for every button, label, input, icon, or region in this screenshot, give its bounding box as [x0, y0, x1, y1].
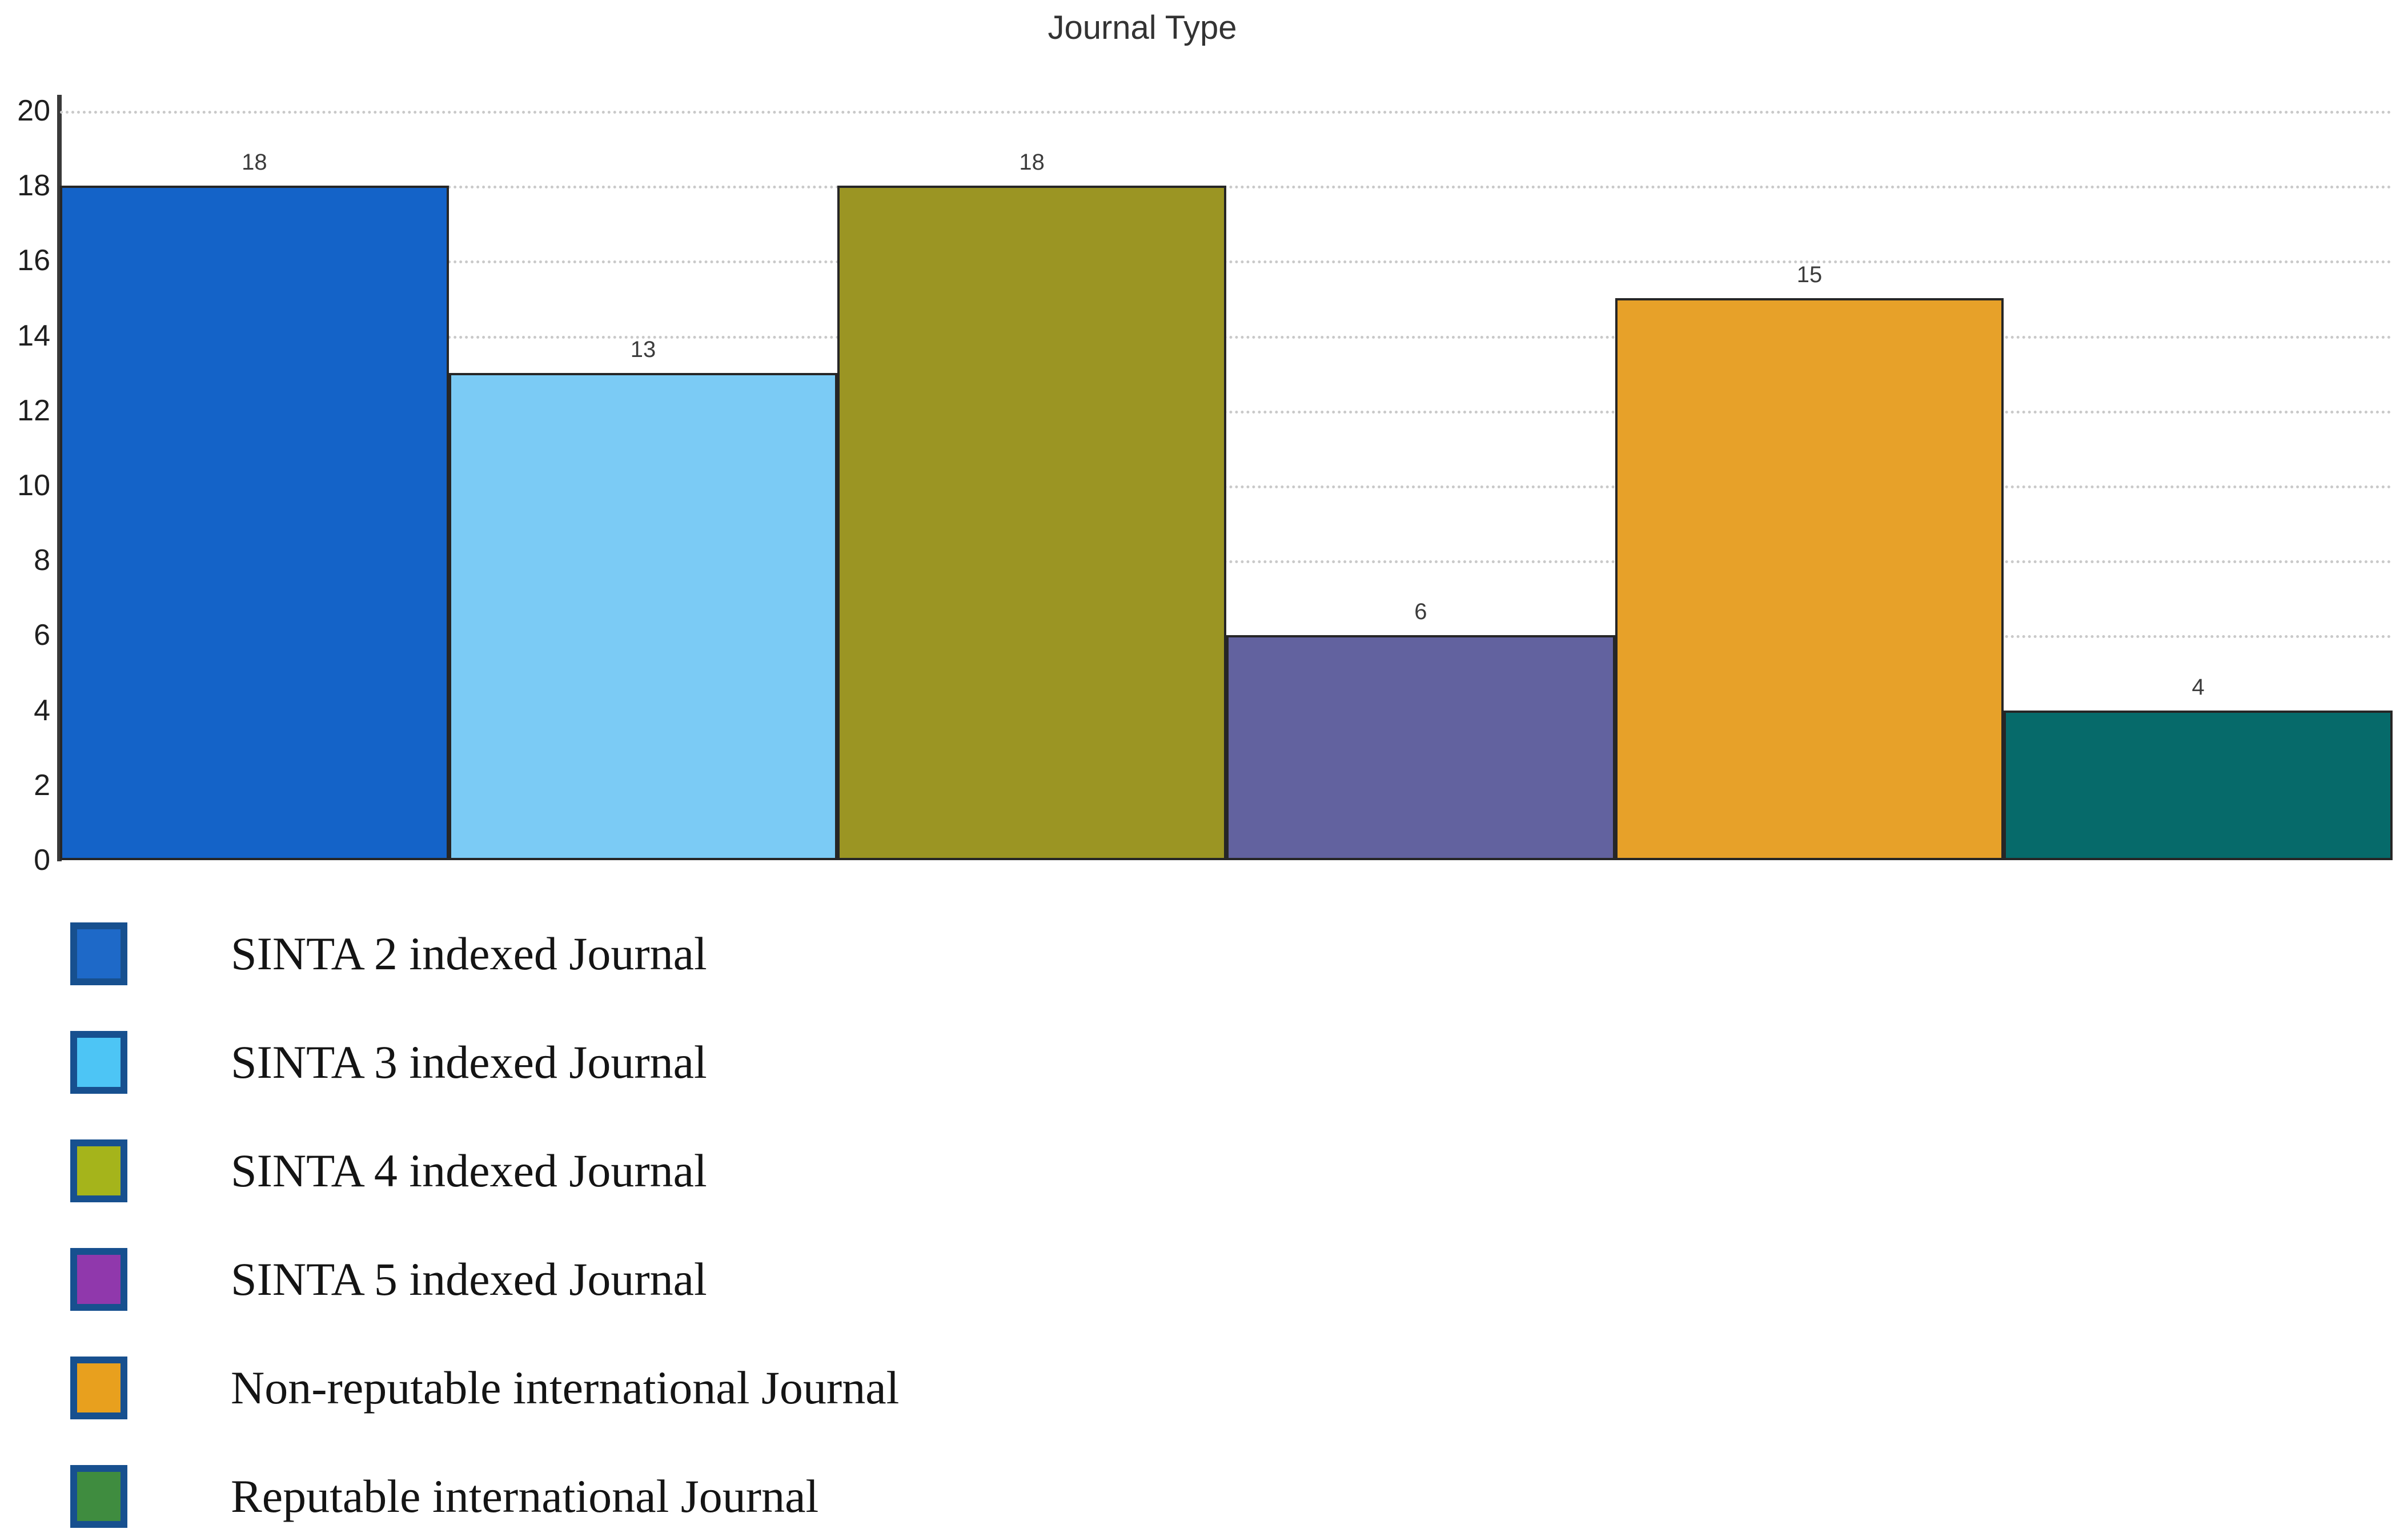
bar-3	[837, 186, 1226, 860]
plot-area: 18 13 18 6 15 4	[60, 111, 2393, 860]
legend-item-1: SINTA 2 indexed Journal	[70, 922, 899, 985]
y-tick-label-10: 10	[17, 469, 50, 502]
legend-label-4: SINTA 5 indexed Journal	[231, 1253, 707, 1305]
legend-swatch-6	[70, 1465, 127, 1528]
bar-4	[1226, 635, 1615, 860]
gridline-y-18	[60, 186, 2393, 189]
gridline-y-20	[60, 111, 2393, 114]
bar-value-label-2: 13	[630, 337, 656, 363]
y-tick-label-16: 16	[17, 244, 50, 278]
y-tick-label-2: 2	[34, 768, 50, 802]
y-axis-line	[57, 95, 62, 861]
gridline-y-16	[60, 260, 2393, 264]
legend-label-2: SINTA 3 indexed Journal	[231, 1036, 707, 1088]
bar-value-label-1: 18	[242, 150, 267, 175]
legend-label-5: Non-reputable international Journal	[231, 1362, 900, 1414]
gridline-y-12	[60, 410, 2393, 414]
legend-swatch-5	[70, 1357, 127, 1419]
y-tick-label-18: 18	[17, 169, 50, 203]
legend-swatch-1	[70, 922, 127, 985]
legend-item-6: Reputable international Journal	[70, 1465, 899, 1528]
gridline-y-14	[60, 335, 2393, 339]
legend-swatch-3	[70, 1139, 127, 1202]
y-tick-label-4: 4	[34, 693, 50, 727]
gridline-y-10	[60, 485, 2393, 488]
y-tick-label-6: 6	[34, 619, 50, 652]
y-tick-label-0: 0	[34, 844, 50, 877]
bar-value-label-3: 18	[1019, 150, 1045, 175]
legend-swatch-4	[70, 1248, 127, 1311]
bar-1	[60, 186, 449, 860]
bar-5	[1615, 298, 2004, 860]
gridline-y-8	[60, 560, 2393, 564]
y-tick-label-12: 12	[17, 394, 50, 427]
legend: SINTA 2 indexed Journal SINTA 3 indexed J…	[70, 922, 899, 1533]
chart-title: Journal Type	[1048, 9, 1237, 46]
y-tick-label-14: 14	[17, 319, 50, 352]
y-tick-label-20: 20	[17, 94, 50, 127]
legend-label-3: SINTA 4 indexed Journal	[231, 1145, 707, 1197]
bar-value-label-5: 15	[1796, 262, 1823, 287]
legend-item-3: SINTA 4 indexed Journal	[70, 1139, 899, 1202]
bar-2	[448, 373, 838, 860]
legend-item-4: SINTA 5 indexed Journal	[70, 1248, 899, 1311]
legend-label-1: SINTA 2 indexed Journal	[231, 928, 707, 980]
bar-value-label-4: 6	[1414, 599, 1427, 625]
y-tick-label-8: 8	[34, 544, 50, 577]
bar-value-label-6: 4	[2192, 674, 2205, 700]
legend-swatch-2	[70, 1031, 127, 1094]
bar-6	[2004, 710, 2393, 860]
legend-item-5: Non-reputable international Journal	[70, 1357, 899, 1419]
legend-label-6: Reputable international Journal	[231, 1470, 819, 1522]
legend-item-2: SINTA 3 indexed Journal	[70, 1031, 899, 1094]
